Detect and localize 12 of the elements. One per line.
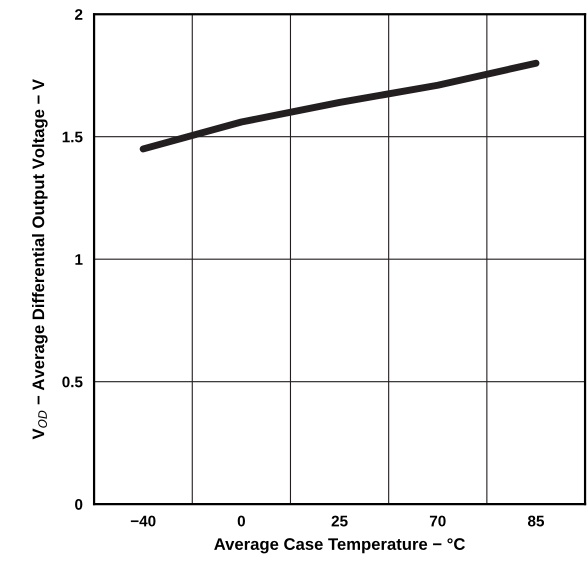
x-tick-label: −40: [130, 516, 156, 526]
y-tick-label: 0.5: [62, 376, 83, 388]
y-tick-label: 1: [75, 254, 83, 265]
y-tick-label: 1.5: [62, 132, 83, 142]
x-tick-label: 85: [528, 516, 544, 526]
x-tick-label: 25: [332, 516, 348, 526]
x-tick-label: 70: [430, 516, 446, 526]
y-tick-label: 2: [75, 9, 82, 20]
y-axis-title: V$_{OD}$ − Average Differential Output Voltage − V: [32, 79, 48, 440]
x-tick-label: 0: [238, 516, 245, 526]
x-axis-title: Average Case Temperature − °C: [214, 538, 465, 554]
y-tick-label: 0: [75, 499, 82, 510]
